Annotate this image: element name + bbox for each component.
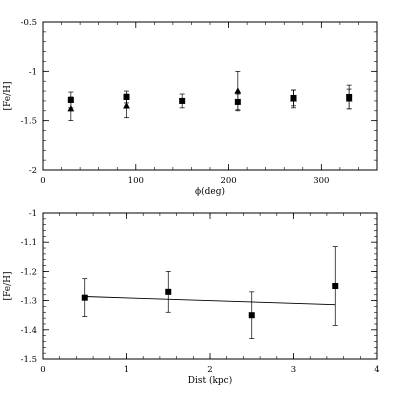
- y-tick-label-dist: -1.4: [21, 326, 37, 336]
- x-tick-label-phi: 300: [313, 176, 329, 186]
- x-tick-label-phi: 100: [128, 176, 144, 186]
- data-point-triangle: [123, 102, 130, 109]
- data-point-square: [248, 312, 255, 319]
- data-point-square: [81, 294, 88, 301]
- ticks-phi: 0 100 200 300 -2 -1.5 -1 -0.5: [21, 18, 378, 186]
- y-axis-label-dist: [Fe/H]: [3, 272, 13, 301]
- y-tick-label-dist: -1.2: [21, 267, 37, 277]
- x-tick-label-phi: 0: [40, 176, 45, 186]
- y-tick-label-phi: -1.5: [21, 117, 37, 127]
- data-point-square: [332, 283, 339, 289]
- x-axis-label-phi: ϕ(deg): [195, 186, 225, 197]
- plot-frame-dist: [42, 212, 378, 360]
- data-point-triangle: [234, 87, 242, 94]
- x-tick-label-phi: 200: [220, 176, 236, 186]
- y-tick-label-phi: -2: [29, 166, 37, 176]
- fit-line: [84, 296, 336, 306]
- marks-dist: [81, 246, 339, 339]
- data-point-triangle: [345, 95, 353, 102]
- x-tick-label-dist: 4: [374, 365, 379, 375]
- y-tick-label-dist: -1.3: [21, 297, 37, 307]
- y-tick-label-dist: -1.5: [21, 355, 37, 365]
- x-tick-label-dist: 3: [291, 365, 296, 375]
- y-tick-label-phi: -1: [29, 67, 37, 77]
- x-tick-label-dist: 2: [207, 365, 212, 375]
- ticks-dist: 0 1 2 3 4 -1.5 -1.4 -1.3 -1.2 -1.1 -1: [21, 209, 380, 375]
- x-tick-label-dist: 0: [40, 365, 45, 375]
- x-tick-label-dist: 1: [124, 365, 129, 375]
- panel-dist: 0 1 2 3 4 -1.5 -1.4 -1.3 -1.2 -1.1 -1 Dist (kpc) […: [3, 209, 380, 386]
- data-point-square: [179, 97, 186, 104]
- y-axis-label-phi: [Fe/H]: [3, 82, 13, 111]
- x-axis-label-dist: Dist (kpc): [188, 375, 232, 386]
- y-tick-label-dist: -1: [29, 209, 37, 219]
- plot-frame-phi: [42, 21, 378, 171]
- data-point-triangle: [290, 95, 297, 102]
- data-point-square: [165, 288, 172, 295]
- y-tick-label-dist: -1.1: [21, 238, 37, 248]
- panel-phi: 0 100 200 300 -2 -1.5 -1 -0.5 ϕ(deg) [Fe/H]: [3, 18, 378, 197]
- marks-phi: [67, 70, 353, 122]
- data-point-triangle: [67, 105, 75, 112]
- y-tick-label-phi: -0.5: [21, 18, 37, 28]
